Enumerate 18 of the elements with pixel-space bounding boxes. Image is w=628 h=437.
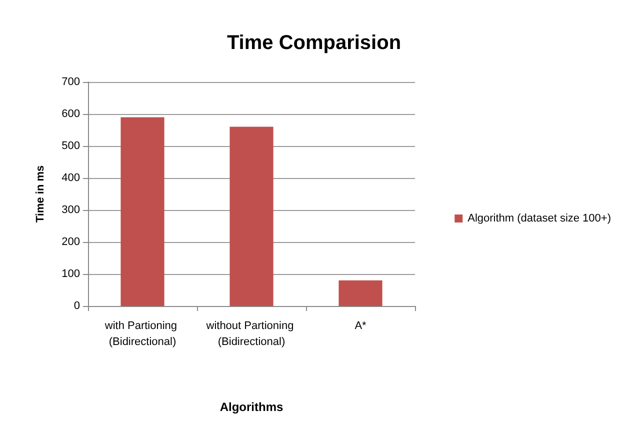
x-axis-title: Algorithms (220, 400, 284, 414)
y-axis-title: Time in ms (34, 165, 46, 223)
legend-label: Algorithm (dataset size 100+) (468, 212, 612, 224)
x-tick-label: A* (354, 320, 368, 332)
chart-title: Time Comparision (226, 32, 402, 54)
y-tick-label: 400 (62, 172, 80, 184)
y-tick-label: 200 (62, 236, 80, 248)
y-tick-label: 100 (62, 268, 80, 280)
y-tick-label: 700 (62, 76, 80, 88)
bar (338, 280, 382, 306)
x-tick-label: with Partioning (Bidirectional) (104, 320, 180, 348)
y-tick-label: 300 (62, 204, 80, 216)
bar (230, 126, 274, 306)
y-tick-label: 600 (62, 108, 80, 120)
y-tick-label: 500 (62, 140, 80, 152)
x-tick-label: without Partioning (Bidirectional) (205, 320, 297, 348)
y-tick-label: 0 (74, 300, 80, 312)
bar (120, 117, 164, 306)
